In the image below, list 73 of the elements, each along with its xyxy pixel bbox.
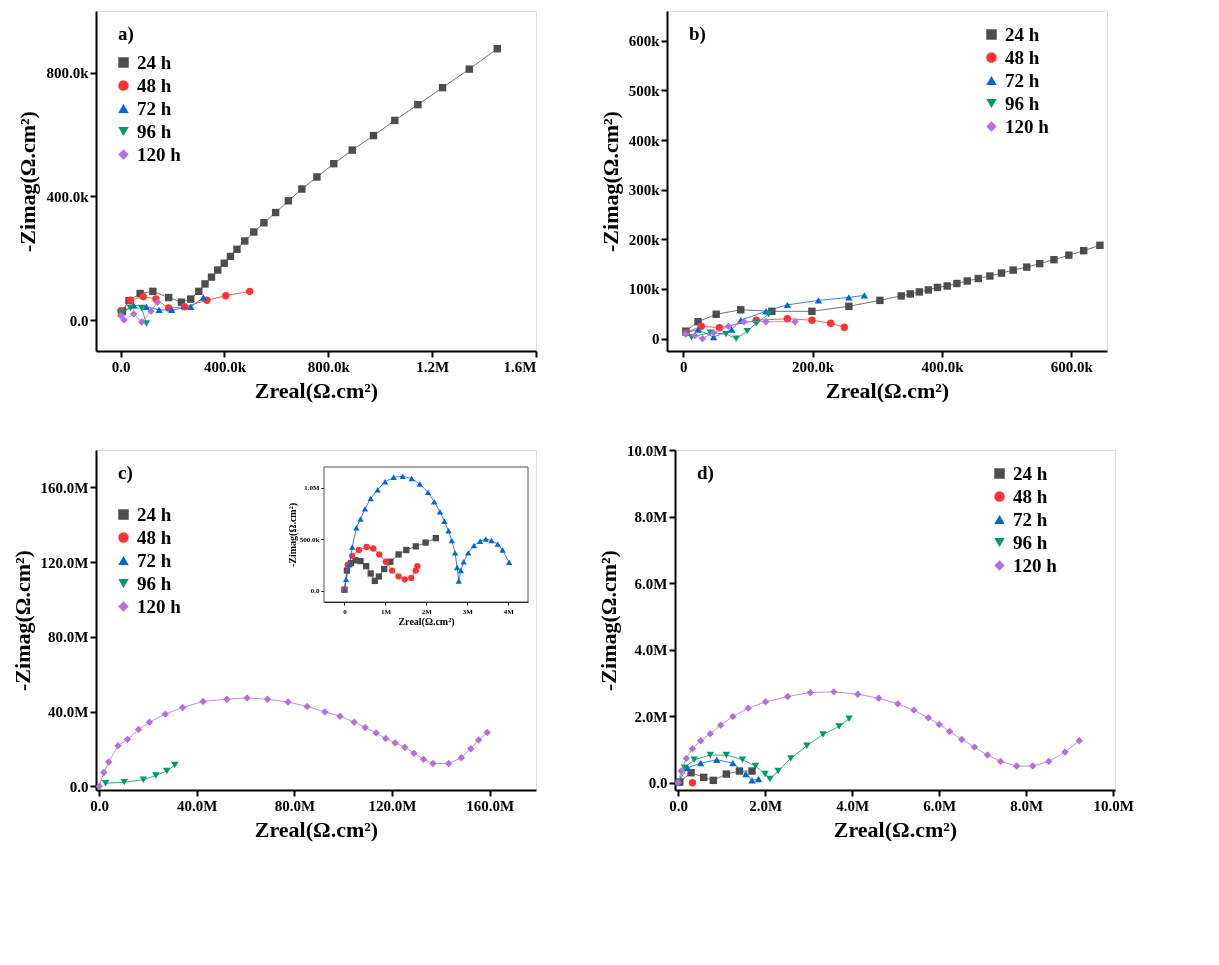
legend-label: 24 h — [137, 503, 172, 525]
y-tick-label: 200k — [628, 231, 661, 248]
y-tick-label: 0 — [652, 331, 660, 348]
annotation: a) — [118, 23, 134, 45]
legend-label: 120 h — [1013, 554, 1058, 576]
legend-label: 24 h — [137, 51, 172, 73]
annotation: d) — [697, 462, 714, 484]
x-tick-label: 2.0M — [749, 797, 783, 814]
y-tick-label: 0.0 — [648, 775, 668, 792]
y-axis-title: -Zimag(Ω.cm²) — [286, 502, 299, 568]
legend-label: 72 h — [1005, 69, 1040, 91]
x-tick-label: 0.0 — [669, 797, 688, 814]
y-tick-label: 800.0k — [46, 65, 90, 82]
legend-label: 24 h — [1005, 23, 1040, 45]
x-tick-label: 160.0M — [466, 797, 515, 814]
legend-label: 120 h — [137, 595, 182, 617]
y-axis-title: -Zimag(Ω.cm²) — [597, 111, 623, 252]
y-tick-label: 0.0 — [69, 312, 89, 329]
y-tick-label: 80.0M — [48, 629, 89, 646]
legend-label: 24 h — [1013, 462, 1048, 484]
y-tick-label: 400.0k — [46, 188, 90, 205]
y-tick-label: 500k — [628, 82, 661, 99]
x-tick-label: 40.0M — [177, 797, 218, 814]
legend-label: 96 h — [137, 120, 172, 142]
x-tick-label: 400.0k — [203, 358, 247, 375]
y-tick-label: 8.0M — [634, 509, 668, 526]
legend-label: 96 h — [1013, 531, 1048, 553]
legend-label: 48 h — [1013, 485, 1048, 507]
x-tick-label: 400.0k — [921, 358, 965, 375]
y-axis-title: -Zimag(Ω.cm²) — [596, 550, 622, 691]
annotation: b) — [689, 23, 706, 45]
y-tick-label: 600k — [628, 33, 661, 50]
x-tick-label: 200.0k — [792, 358, 835, 375]
y-tick-label: 0.0 — [69, 778, 89, 795]
x-tick-label: 8.0M — [1010, 797, 1044, 814]
x-tick-label: 10.0M — [1093, 797, 1134, 814]
legend-label: 48 h — [1005, 46, 1040, 68]
legend-label: 72 h — [137, 549, 172, 571]
legend-label: 48 h — [137, 526, 172, 548]
y-axis-title: -Zimag(Ω.cm²) — [9, 550, 35, 691]
x-axis-title: Zreal(Ω.cm²) — [254, 377, 379, 403]
x-tick-label: 0.0 — [111, 358, 131, 375]
legend-label: 120 h — [1005, 115, 1050, 137]
legend-label: 96 h — [137, 572, 172, 594]
x-tick-label: 1.2M — [416, 358, 450, 375]
y-tick-label: 160.0M — [40, 479, 89, 496]
y-tick-label: 120.0M — [40, 554, 89, 571]
legend-label: 72 h — [1013, 508, 1048, 530]
legend-label: 72 h — [137, 97, 172, 119]
legend-label: 120 h — [137, 143, 182, 165]
legend-label: 96 h — [1005, 92, 1040, 114]
x-axis-title: Zreal(Ω.cm²) — [398, 615, 455, 628]
annotation: c) — [118, 462, 133, 484]
x-tick-label: 6.0M — [923, 797, 957, 814]
y-axis-title: -Zimag(Ω.cm²) — [15, 111, 41, 252]
y-tick-label: 400k — [628, 132, 661, 149]
legend-label: 48 h — [137, 74, 172, 96]
y-tick-label: 10.0M — [627, 442, 668, 459]
x-axis-title: Zreal(Ω.cm²) — [825, 377, 950, 403]
y-tick-label: 40.0M — [48, 704, 89, 721]
y-tick-label: 2.0M — [634, 708, 668, 725]
y-tick-label: 4.0M — [634, 642, 668, 659]
x-tick-label: 4.0M — [836, 797, 870, 814]
x-tick-label: 0 — [679, 358, 688, 375]
x-axis-title: Zreal(Ω.cm²) — [254, 816, 379, 842]
x-tick-label: 1.6M — [503, 358, 537, 375]
y-tick-label: 300k — [628, 182, 661, 199]
x-tick-label: 120.0M — [368, 797, 417, 814]
x-tick-label: 600.0k — [1050, 358, 1094, 375]
y-tick-label: 100k — [628, 281, 661, 298]
x-axis-title: Zreal(Ω.cm²) — [833, 816, 958, 842]
y-tick-label: 6.0M — [634, 575, 668, 592]
x-tick-label: 0.0 — [90, 797, 110, 814]
